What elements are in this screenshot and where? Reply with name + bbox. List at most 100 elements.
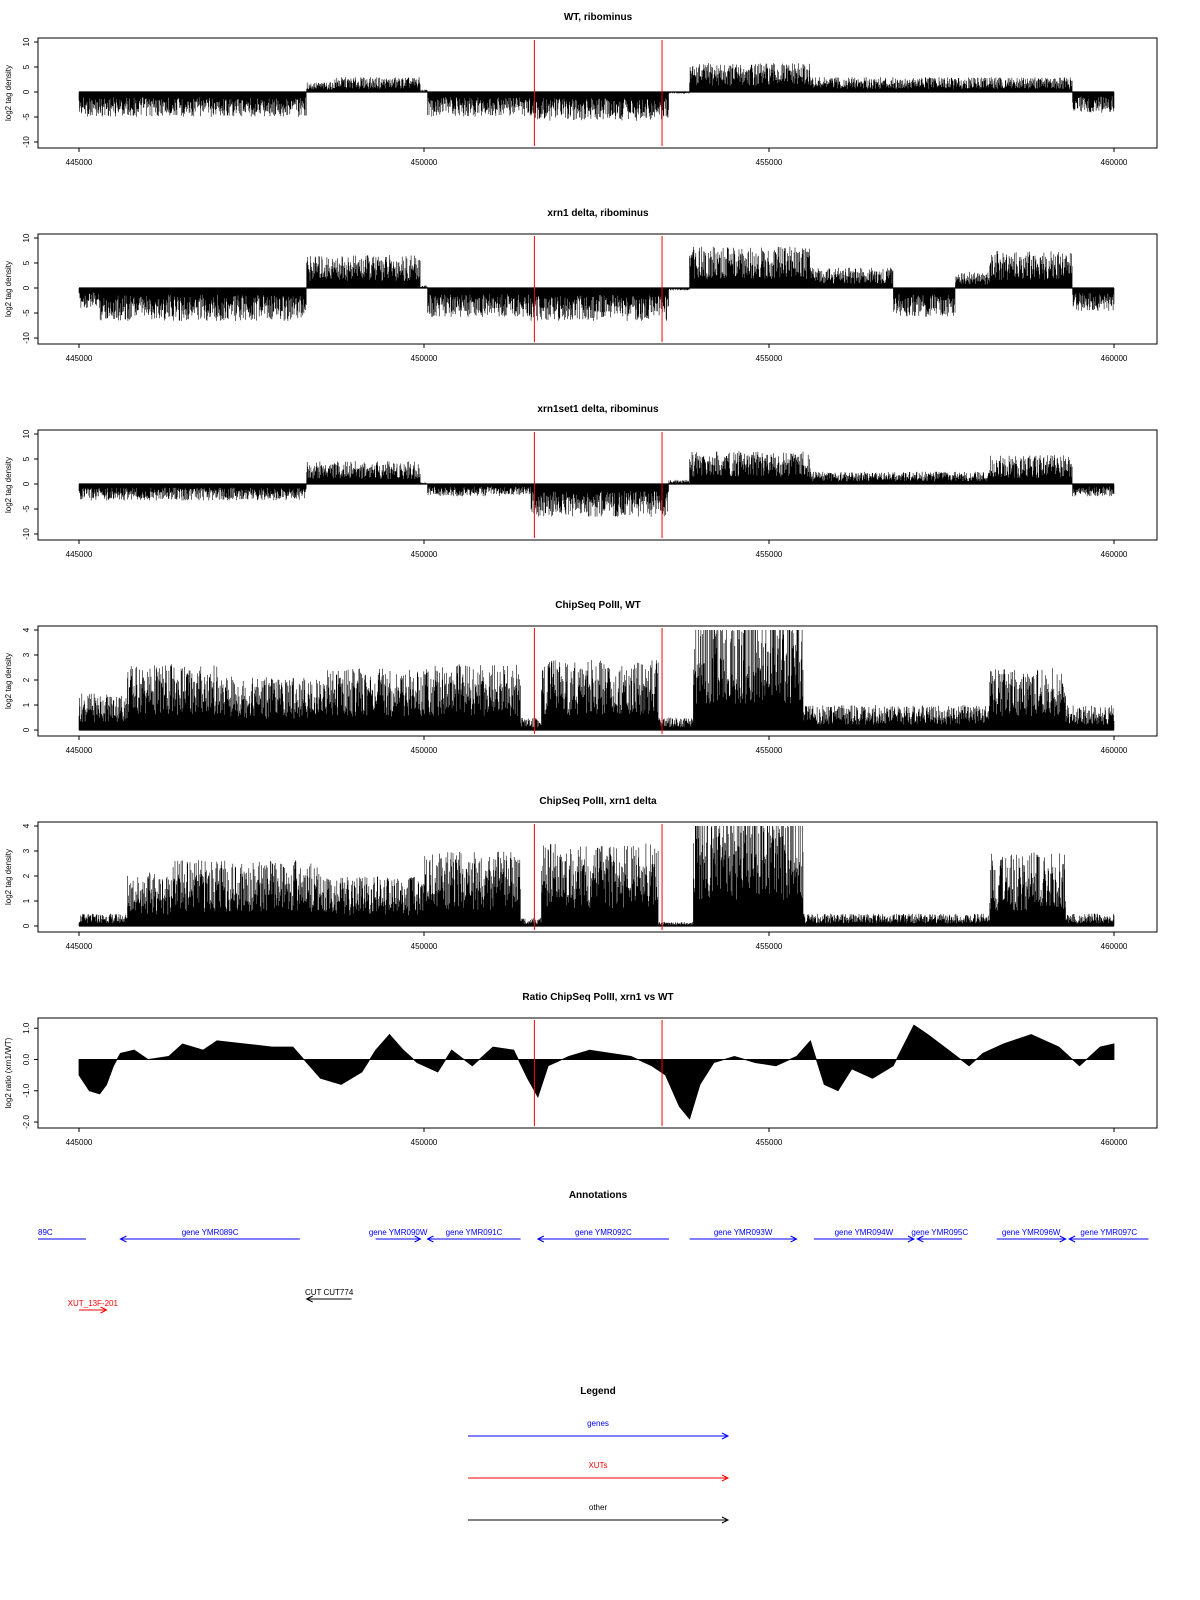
- arrowhead: [119, 1235, 127, 1243]
- x-tick-label: 445000: [66, 354, 93, 363]
- plot-frame: [37, 429, 1158, 541]
- annotation-other: CUT CUT774: [305, 1288, 354, 1303]
- plot-frame: [37, 37, 1158, 149]
- density-bars: [78, 630, 1115, 730]
- annotation-gene: gene YMR089C: [119, 1228, 300, 1243]
- panel-title: ChipSeq PolII, xrn1 delta: [539, 796, 657, 807]
- annotation-label: gene YMR094W: [835, 1228, 894, 1237]
- annotation-gene: gene YMR097C: [1068, 1228, 1149, 1243]
- arrowhead: [100, 1306, 108, 1314]
- y-tick-label: -5: [22, 309, 31, 317]
- y-tick-label: -5: [22, 505, 31, 513]
- plot-frame: [37, 1017, 1158, 1129]
- y-tick-label: 1.0: [22, 1022, 31, 1034]
- legend-arrowhead: [721, 1432, 730, 1440]
- arrowhead: [790, 1235, 798, 1243]
- annotation-label: gene YMR092C: [575, 1228, 632, 1237]
- legend-arrowhead: [721, 1474, 730, 1482]
- arrowhead: [305, 1295, 313, 1303]
- arrowhead: [1059, 1235, 1067, 1243]
- x-tick-label: 455000: [756, 354, 783, 363]
- x-tick-label: 450000: [411, 158, 438, 167]
- panel-title: xrn1 delta, ribominus: [547, 208, 649, 219]
- x-tick-label: 445000: [66, 942, 93, 951]
- x-tick-label: 455000: [756, 158, 783, 167]
- annotation-label: gene YMR090W: [369, 1228, 428, 1237]
- y-tick-label: 2: [22, 873, 31, 878]
- x-tick-label: 460000: [1101, 1138, 1128, 1147]
- arrowhead: [426, 1235, 434, 1243]
- annotation-label: CUT CUT774: [305, 1288, 354, 1297]
- annotation-label: 89C: [38, 1228, 53, 1237]
- y-tick-label: 4: [22, 823, 31, 828]
- x-tick-label: 455000: [756, 942, 783, 951]
- y-axis-label: log2 ratio (xrn1/WT): [4, 1037, 13, 1108]
- legend-item-gene: genes: [468, 1419, 730, 1440]
- legend-arrowhead: [721, 1516, 730, 1524]
- legend-title: Legend: [580, 1386, 616, 1397]
- y-tick-label: 0: [22, 285, 31, 290]
- y-axis-label: log2 tag density: [4, 653, 13, 709]
- plot-frame: [37, 625, 1158, 737]
- x-tick-label: 445000: [66, 158, 93, 167]
- panel-title: xrn1set1 delta, ribominus: [537, 404, 659, 415]
- y-tick-label: 5: [22, 64, 31, 69]
- annotation-label: gene YMR093W: [714, 1228, 773, 1237]
- legend-label: genes: [587, 1419, 609, 1428]
- x-tick-label: 445000: [66, 550, 93, 559]
- y-axis-label: log2 tag density: [4, 65, 13, 121]
- y-tick-label: -2.0: [22, 1115, 31, 1129]
- panel-4: ChipSeq PolII, WT log2 tag density 0 1 2 3 4 44…: [4, 600, 1158, 755]
- y-tick-label: -10: [22, 528, 31, 540]
- panel-6: Ratio ChipSeq PolII, xrn1 vs WT log2 rati…: [4, 992, 1158, 1147]
- x-tick-label: 450000: [411, 746, 438, 755]
- x-tick-label: 460000: [1101, 550, 1128, 559]
- x-tick-label: 450000: [411, 354, 438, 363]
- annotation-label: gene YMR089C: [182, 1228, 239, 1237]
- density-bars: [78, 826, 1115, 926]
- legend-item-xut: XUTs: [468, 1461, 730, 1482]
- legend-label: other: [589, 1503, 608, 1512]
- annotation-label: gene YMR091C: [446, 1228, 503, 1237]
- arrowhead: [916, 1235, 924, 1243]
- x-tick-label: 450000: [411, 550, 438, 559]
- annotation-gene: gene YMR092C: [536, 1228, 669, 1243]
- annotation-gene: gene YMR093W: [689, 1228, 798, 1243]
- annotations-title: Annotations: [569, 1190, 628, 1201]
- annotation-gene: gene YMR096W: [996, 1228, 1067, 1243]
- y-tick-label: -10: [22, 136, 31, 148]
- y-axis-label: log2 tag density: [4, 261, 13, 317]
- arrowhead: [536, 1235, 545, 1243]
- y-tick-label: -1.0: [22, 1083, 31, 1097]
- y-tick-label: 0: [22, 923, 31, 928]
- y-tick-label: -10: [22, 332, 31, 344]
- x-tick-label: 455000: [756, 746, 783, 755]
- panel-title: ChipSeq PolII, WT: [555, 600, 641, 611]
- y-tick-label: 10: [22, 233, 31, 242]
- annotation-xut: XUT_13F-201: [68, 1299, 119, 1314]
- plot-frame: [37, 233, 1158, 345]
- panel-3: xrn1set1 delta, ribominus log2 tag densit…: [4, 404, 1158, 559]
- y-tick-label: 10: [22, 37, 31, 46]
- arrowhead: [907, 1235, 916, 1243]
- x-tick-label: 460000: [1101, 942, 1128, 951]
- y-tick-label: 2: [22, 677, 31, 682]
- panel-5: ChipSeq PolII, xrn1 delta log2 tag densit…: [4, 796, 1158, 951]
- arrowhead: [1068, 1235, 1076, 1243]
- x-tick-label: 460000: [1101, 158, 1128, 167]
- x-tick-label: 455000: [756, 1138, 783, 1147]
- annotation-label: gene YMR096W: [1002, 1228, 1061, 1237]
- legend-item-other: other: [468, 1503, 730, 1524]
- y-tick-label: 10: [22, 429, 31, 438]
- annotation-gene: 89C: [38, 1228, 86, 1240]
- x-tick-label: 445000: [66, 746, 93, 755]
- annotation-label: XUT_13F-201: [68, 1299, 119, 1308]
- x-tick-label: 460000: [1101, 746, 1128, 755]
- annotation-gene: gene YMR091C: [426, 1228, 521, 1243]
- annotation-gene: gene YMR094W: [813, 1228, 916, 1243]
- y-tick-label: 0: [22, 89, 31, 94]
- panel-2: xrn1 delta, ribominus log2 tag density -10…: [4, 208, 1158, 363]
- y-axis-label: log2 tag density: [4, 849, 13, 905]
- y-tick-label: 5: [22, 456, 31, 461]
